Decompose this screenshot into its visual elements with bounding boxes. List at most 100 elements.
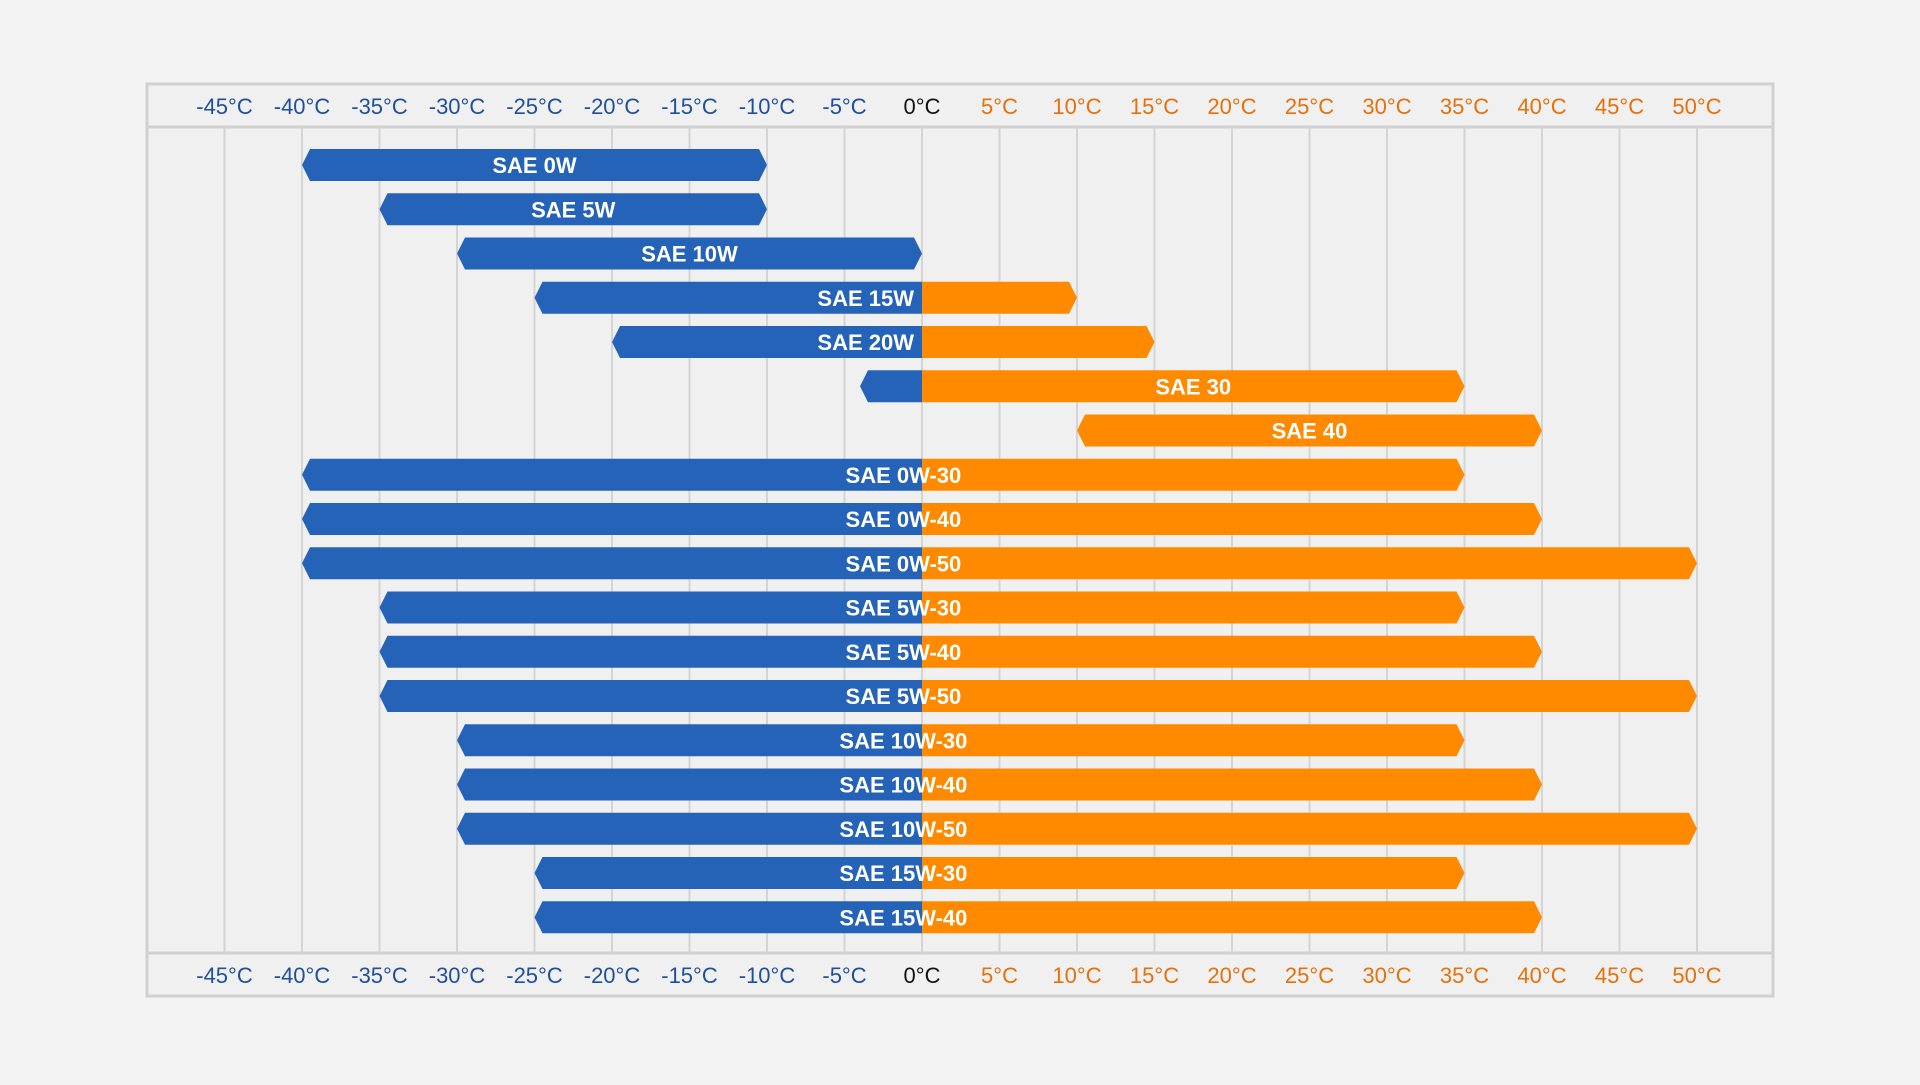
bottom-axis-tick-labels: -45°C -40°C -35°C -30°C -25°C -20°C -15°C -10°C…: [196, 963, 1721, 988]
top-axis-tick-labels: -45°C -40°C -35°C -30°C -25°C -20°C -15°C -10°C…: [196, 94, 1721, 119]
bar-hot-segment: [922, 370, 1465, 403]
bar-hot-segment: [922, 857, 1465, 889]
bar-cold-segment: [302, 503, 922, 535]
bar-cold-segment: [534, 857, 922, 889]
bar-label: SAE 15W: [817, 286, 914, 311]
bar-sae-17: SAE 15W-40: [534, 901, 1542, 934]
bar-hot-segment: [922, 326, 1155, 358]
top-axis-tick-label: -20°C: [584, 94, 641, 119]
bar-label: SAE 5W: [531, 197, 616, 222]
bar-sae-13: SAE 10W-30: [457, 724, 1465, 757]
bar-cold-segment: [457, 237, 922, 270]
bar-sae-4: SAE 20W: [612, 326, 1155, 358]
top-axis-tick-label: 15°C: [1130, 94, 1179, 119]
bar-label: SAE 40: [1272, 419, 1348, 444]
bar-cold-segment: [379, 591, 922, 624]
bar-hot-segment: [922, 591, 1465, 624]
bottom-axis-tick-label: 40°C: [1517, 963, 1566, 988]
bar-label: SAE 10W-50: [839, 817, 967, 842]
bottom-axis-tick-label: 25°C: [1285, 963, 1334, 988]
bar-label: SAE 0W-50: [846, 551, 962, 576]
bar-label: SAE 30: [1155, 374, 1231, 399]
bar-sae-5: SAE 30: [860, 370, 1465, 403]
bar-cold-segment: [457, 768, 922, 801]
bottom-axis-tick-label: -25°C: [506, 963, 563, 988]
top-axis-tick-label: -45°C: [196, 94, 253, 119]
top-axis-tick-label: -5°C: [822, 94, 866, 119]
top-axis-tick-label: 20°C: [1207, 94, 1256, 119]
bar-sae-15: SAE 10W-50: [457, 812, 1697, 845]
bar-sae-16: SAE 15W-30: [534, 857, 1465, 889]
bar-cold-segment: [457, 724, 922, 757]
bar-sae-8: SAE 0W-40: [302, 503, 1542, 535]
bar-sae-2: SAE 10W: [457, 237, 922, 270]
bar-cold-segment: [379, 680, 922, 712]
bar-hot-segment: [922, 458, 1465, 491]
bar-sae-0: SAE 0W: [302, 149, 767, 181]
bottom-axis-tick-label: -30°C: [429, 963, 486, 988]
top-axis-tick-label: 5°C: [981, 94, 1018, 119]
bottom-axis-tick-label: -20°C: [584, 963, 641, 988]
bar-hot-segment: [922, 901, 1542, 934]
bar-hot-segment: [922, 547, 1697, 580]
bar-label: SAE 10W-40: [839, 773, 967, 798]
bar-cold-segment: [302, 458, 922, 491]
bottom-axis-tick-label: 45°C: [1595, 963, 1644, 988]
bar-label: SAE 0W-40: [846, 507, 962, 532]
bar-hot-segment: [922, 281, 1077, 314]
bottom-axis-tick-label: 10°C: [1052, 963, 1101, 988]
top-axis-tick-label: -30°C: [429, 94, 486, 119]
bars-group: SAE 0W SAE 5W SAE 10W SAE 15W SAE 20W SAE 30 S…: [302, 149, 1697, 934]
bottom-axis-tick-label: -5°C: [822, 963, 866, 988]
bottom-axis-tick-label: 0°C: [904, 963, 941, 988]
bottom-axis-tick-label: 35°C: [1440, 963, 1489, 988]
bar-label: SAE 5W-40: [846, 640, 962, 665]
top-axis-tick-label: 10°C: [1052, 94, 1101, 119]
top-axis-tick-label: 30°C: [1362, 94, 1411, 119]
bar-cold-segment: [379, 635, 922, 668]
bottom-axis-tick-label: 20°C: [1207, 963, 1256, 988]
bottom-axis-tick-label: 5°C: [981, 963, 1018, 988]
bar-sae-6: SAE 40: [1077, 414, 1542, 447]
bar-cold-segment: [612, 326, 922, 358]
bar-sae-1: SAE 5W: [379, 193, 767, 226]
bottom-axis-tick-label: 30°C: [1362, 963, 1411, 988]
top-axis-tick-label: -35°C: [351, 94, 408, 119]
bar-cold-segment: [302, 547, 922, 580]
bar-sae-7: SAE 0W-30: [302, 458, 1465, 491]
bar-sae-14: SAE 10W-40: [457, 768, 1542, 801]
bar-hot-segment: [922, 503, 1542, 535]
top-axis-tick-label: 25°C: [1285, 94, 1334, 119]
top-axis-tick-label: 50°C: [1672, 94, 1721, 119]
bar-label: SAE 0W: [492, 153, 577, 178]
bar-cold-segment: [534, 901, 922, 934]
bar-sae-11: SAE 5W-40: [379, 635, 1542, 668]
bottom-axis-tick-label: -45°C: [196, 963, 253, 988]
bar-label: SAE 0W-30: [846, 463, 962, 488]
bottom-axis-tick-label: -10°C: [739, 963, 796, 988]
bar-label: SAE 5W-50: [846, 684, 962, 709]
bar-label: SAE 10W-30: [839, 728, 967, 753]
bar-hot-segment: [922, 724, 1465, 757]
top-axis-tick-label: -40°C: [274, 94, 331, 119]
bottom-axis-tick-label: -35°C: [351, 963, 408, 988]
top-axis-tick-label: 35°C: [1440, 94, 1489, 119]
bottom-axis-tick-label: -15°C: [661, 963, 718, 988]
bar-hot-segment: [1077, 414, 1542, 447]
bar-sae-12: SAE 5W-50: [379, 680, 1697, 712]
bar-label: SAE 20W: [817, 330, 914, 355]
bar-hot-segment: [922, 680, 1697, 712]
bar-cold-segment: [860, 370, 922, 403]
bar-cold-segment: [379, 193, 767, 226]
bar-hot-segment: [922, 635, 1542, 668]
bar-label: SAE 5W-30: [846, 596, 962, 621]
bar-hot-segment: [922, 812, 1697, 845]
bar-label: SAE 15W-40: [839, 905, 967, 930]
top-axis-tick-label: -10°C: [739, 94, 796, 119]
bottom-axis-tick-label: 15°C: [1130, 963, 1179, 988]
bar-label: SAE 10W: [641, 242, 738, 267]
bar-sae-3: SAE 15W: [534, 281, 1077, 314]
bottom-axis-tick-label: -40°C: [274, 963, 331, 988]
